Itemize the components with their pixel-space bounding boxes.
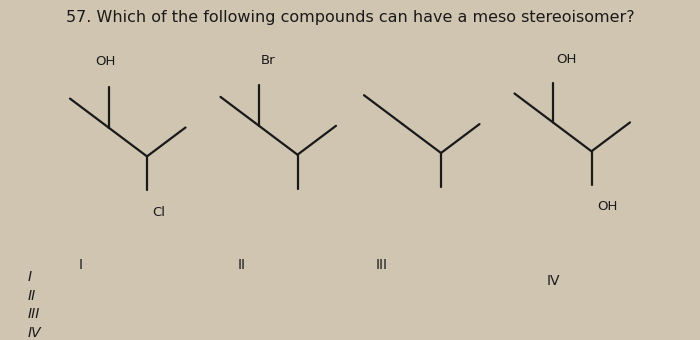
- Text: II: II: [28, 289, 36, 303]
- Text: I: I: [78, 258, 83, 272]
- Text: Cl: Cl: [153, 206, 166, 219]
- Text: OH: OH: [597, 200, 617, 212]
- Text: Br: Br: [260, 54, 275, 67]
- Text: OH: OH: [94, 55, 116, 68]
- Text: III: III: [375, 258, 388, 272]
- Text: OH: OH: [556, 53, 577, 66]
- Text: IV: IV: [28, 326, 41, 340]
- Text: I: I: [28, 270, 32, 284]
- Text: III: III: [28, 307, 41, 322]
- Text: 57. Which of the following compounds can have a meso stereoisomer?: 57. Which of the following compounds can…: [66, 10, 634, 25]
- Text: IV: IV: [546, 274, 560, 288]
- Text: II: II: [237, 258, 246, 272]
